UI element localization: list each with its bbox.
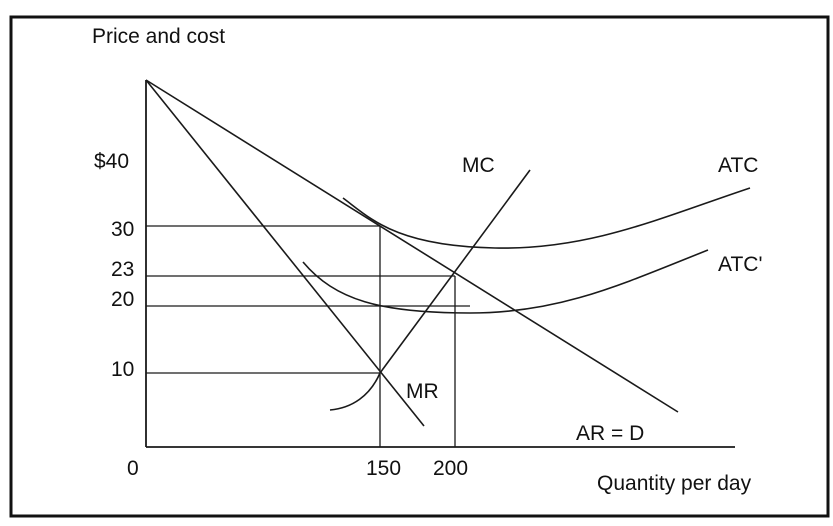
demand-label: AR = D (576, 422, 644, 445)
mr-curve (145, 79, 425, 427)
y-tick-label-20: 20 (111, 288, 134, 311)
mc-curve (329, 169, 531, 411)
atc-prime-curve (302, 249, 709, 314)
y-tick-label-23: 23 (111, 258, 134, 281)
mr-label: MR (406, 380, 439, 403)
guide-lines (146, 225, 470, 447)
figure-frame (9, 15, 830, 518)
atc-label: ATC (718, 154, 758, 177)
x-axis-label: Quantity per day (597, 472, 752, 495)
y-tick-label-40: $40 (94, 150, 129, 173)
demand-curve (145, 79, 679, 413)
x-tick-label-200: 200 (433, 457, 468, 480)
atc-curve (342, 187, 751, 249)
y-axis-label: Price and cost (92, 25, 225, 48)
y-tick-label-10: 10 (111, 358, 134, 381)
mc-label: MC (462, 154, 495, 177)
atc-prime-label: ATC' (718, 253, 762, 276)
x-tick-label-150: 150 (366, 457, 401, 480)
y-tick-label-30: 30 (111, 218, 134, 241)
origin-label: 0 (127, 457, 139, 480)
